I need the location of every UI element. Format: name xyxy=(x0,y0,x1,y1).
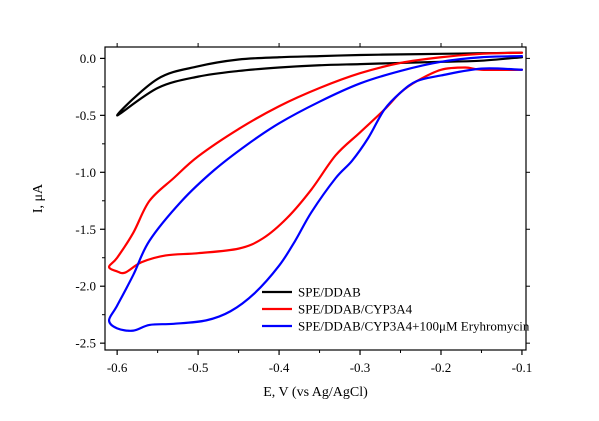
y-tick-label: -1.0 xyxy=(75,165,96,180)
x-tick-label: -0.6 xyxy=(107,360,128,375)
series-line-0 xyxy=(116,51,524,117)
legend: SPE/DDAB SPE/DDAB/CYP3A4 SPE/DDAB/CYP3A4+1… xyxy=(262,285,530,334)
legend-label-0: SPE/DDAB xyxy=(298,285,361,300)
axes: -0.6 -0.5 -0.4 -0.3 -0.2 -0.1 0.0 -0.5 -1.0 -1.5 -… xyxy=(75,43,532,375)
y-tick-label: 0.0 xyxy=(80,51,96,66)
y-tick-label: -0.5 xyxy=(75,108,96,123)
x-tick-label: -0.5 xyxy=(188,360,209,375)
y-axis-label: I, μA xyxy=(31,183,46,213)
y-tick-label: -1.5 xyxy=(75,222,96,237)
y-tick-label: -2.0 xyxy=(75,279,96,294)
series-layer xyxy=(107,51,524,332)
x-axis-label: E, V (vs Ag/AgCl) xyxy=(263,385,368,400)
x-tick-label: -0.4 xyxy=(269,360,290,375)
legend-label-2: SPE/DDAB/CYP3A4+100μM Eryhromycin xyxy=(298,319,530,334)
y-tick-label: -2.5 xyxy=(75,336,96,351)
x-tick-label: -0.3 xyxy=(350,360,371,375)
plot-frame xyxy=(104,46,527,351)
x-tick-label: -0.2 xyxy=(431,360,452,375)
x-tick-label: -0.1 xyxy=(512,360,533,375)
legend-label-1: SPE/DDAB/CYP3A4 xyxy=(298,302,413,317)
series-line-2 xyxy=(107,55,524,332)
series-line-1 xyxy=(107,51,524,275)
